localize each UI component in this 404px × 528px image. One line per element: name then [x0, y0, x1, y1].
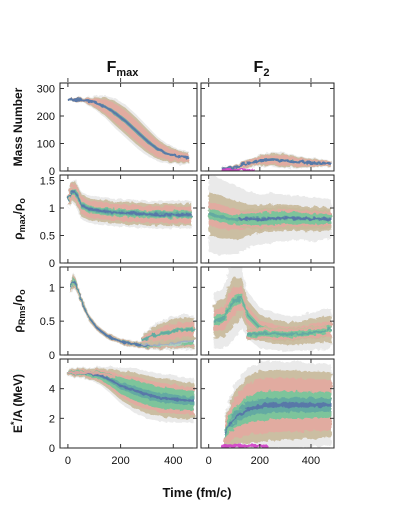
panel-frame — [59, 358, 198, 449]
density-contour — [67, 98, 190, 162]
density-band — [67, 366, 195, 423]
panel-plot-area — [213, 267, 332, 351]
panel-plot-area — [67, 95, 190, 165]
x-tick-label: 0 — [65, 455, 71, 467]
panel-frame — [200, 174, 335, 264]
density-contour — [221, 154, 332, 170]
y-axis-label: E*​/A (MeV) — [9, 374, 25, 433]
y-tick-label: 4 — [49, 384, 55, 396]
panel-plot-area — [67, 366, 195, 423]
panel-frame — [200, 82, 335, 172]
x-tick-label: 400 — [164, 455, 182, 467]
density-contour — [221, 444, 268, 448]
density-contour — [67, 371, 195, 402]
density-band — [67, 370, 116, 379]
x-axis-label: Time (fm/c) — [162, 485, 231, 500]
y-tick-label: 100 — [37, 139, 55, 151]
y-tick-label: 0 — [49, 166, 55, 178]
x-tick-label: 400 — [302, 455, 320, 467]
density-contour — [221, 168, 255, 171]
y-tick-label: 0 — [49, 443, 55, 455]
column-title: Fmax — [107, 59, 140, 79]
density-band — [141, 314, 195, 347]
panel-frame — [200, 358, 335, 449]
x-tick-label: 200 — [111, 455, 129, 467]
x-tick-label: 0 — [206, 455, 212, 467]
density-contour — [141, 328, 195, 342]
density-band — [67, 178, 192, 229]
density-contour — [247, 328, 327, 338]
y-tick-label: 1 — [49, 282, 55, 294]
y-axis-label: ρRms​/ρo​ — [11, 289, 27, 333]
panel-frame — [59, 174, 198, 264]
y-tick-label: 300 — [37, 84, 55, 96]
y-tick-label: 1.5 — [40, 176, 55, 188]
panel-plot-area — [221, 360, 332, 448]
panel-plot-area — [70, 272, 195, 351]
y-tick-label: 0.5 — [40, 231, 55, 243]
panel-plot-area — [221, 151, 332, 171]
density-band — [224, 360, 332, 448]
y-tick-label: 1 — [49, 203, 55, 215]
y-tick-label: 0 — [49, 258, 55, 270]
y-tick-label: 0.5 — [40, 316, 55, 328]
density-band — [221, 168, 255, 171]
density-contour — [67, 370, 116, 379]
density-band — [221, 444, 268, 448]
y-tick-label: 0 — [49, 350, 55, 362]
y-tick-label: 2 — [49, 413, 55, 425]
column-title: F2 — [254, 59, 270, 79]
panel-plot-area — [208, 175, 332, 255]
density-band — [247, 324, 327, 342]
panel-frame — [200, 266, 335, 356]
density-band — [67, 95, 190, 165]
density-contour — [213, 292, 332, 337]
y-axis-label: ρmax​/ρo​ — [11, 198, 27, 240]
panel-plot-area — [67, 178, 192, 229]
density-contour — [224, 402, 332, 435]
y-tick-label: 200 — [37, 111, 55, 123]
density-band — [239, 206, 332, 230]
panel-frame — [59, 266, 198, 356]
panel-frame — [59, 82, 198, 172]
density-contour — [221, 158, 332, 170]
density-band — [221, 151, 332, 171]
x-tick-label: 200 — [251, 455, 269, 467]
density-contour — [239, 216, 332, 221]
y-axis-label: Mass Number — [11, 87, 25, 166]
density-contour — [247, 330, 327, 336]
